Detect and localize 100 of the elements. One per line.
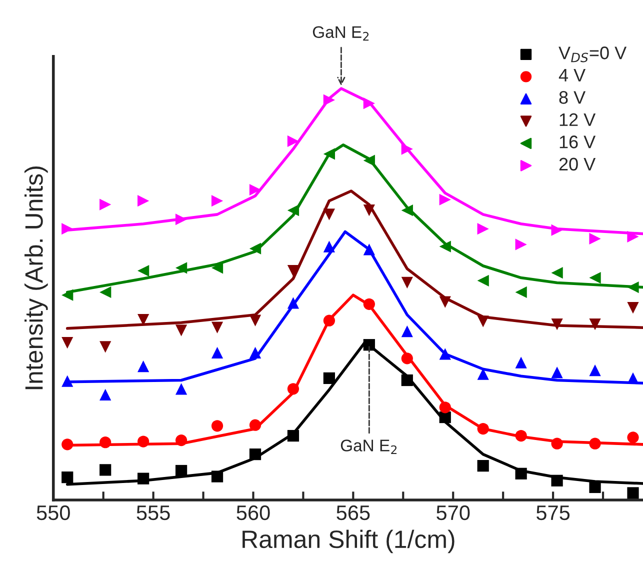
x-tick-label: 570: [436, 505, 470, 520]
legend-label: 8 V: [559, 91, 586, 104]
point: [515, 356, 527, 368]
point: [627, 302, 639, 314]
point: [323, 314, 336, 326]
point: [477, 223, 489, 235]
point: [363, 339, 375, 351]
point: [477, 460, 489, 472]
point: [439, 411, 451, 424]
point: [439, 194, 451, 206]
point: [589, 232, 601, 245]
point: [323, 148, 336, 160]
point: [62, 375, 74, 387]
point: [401, 276, 413, 289]
x-tick-label: 555: [136, 506, 170, 520]
point: [175, 383, 188, 395]
point: [401, 204, 413, 216]
point: [62, 336, 74, 349]
legend-label: 16 V: [560, 136, 596, 148]
point: [551, 267, 563, 279]
y-axis-title: Intensity (Arb. Units): [24, 166, 48, 390]
point: [138, 264, 150, 277]
point: [211, 346, 224, 358]
x-tick-label: 575: [536, 506, 570, 520]
x-tick-label: 565: [336, 505, 370, 520]
point: [323, 94, 336, 106]
point: [138, 195, 150, 207]
point: [627, 372, 639, 384]
point: [515, 430, 527, 442]
point: [439, 348, 451, 360]
point: [589, 481, 601, 494]
point: [138, 436, 150, 448]
point: [100, 388, 112, 400]
point: [323, 208, 336, 220]
point: [100, 286, 112, 298]
point: [589, 438, 601, 450]
point: [62, 223, 74, 235]
annotation: GaN E$_{2}$: [312, 26, 369, 41]
point: [589, 318, 601, 330]
point: [249, 242, 262, 254]
point: [138, 472, 150, 484]
point: [551, 438, 563, 450]
point: [627, 281, 639, 294]
point: [100, 464, 112, 476]
point: [100, 341, 112, 353]
legend-label: 4 V: [558, 69, 586, 82]
point: [401, 325, 413, 338]
x-tick-label: 560: [236, 505, 270, 520]
point: [363, 204, 375, 216]
point: [175, 434, 188, 446]
point: [287, 264, 300, 277]
point: [477, 274, 489, 286]
point: [211, 195, 224, 207]
point: [287, 383, 300, 395]
point: [589, 364, 601, 376]
point: [211, 420, 224, 432]
point: [363, 98, 375, 110]
point: [175, 214, 188, 226]
x-tick-label: 550: [36, 505, 70, 520]
legend-label: 12 V: [560, 113, 596, 126]
point: [62, 472, 74, 484]
point: [249, 314, 262, 326]
point: [439, 296, 451, 308]
point: [515, 238, 527, 250]
point: [100, 436, 112, 448]
point: [439, 402, 451, 414]
point: [627, 230, 639, 242]
legend-label: 20 V: [559, 158, 596, 171]
point: [323, 240, 336, 252]
point: [515, 286, 527, 298]
point: [363, 298, 375, 310]
point: [551, 474, 563, 486]
point: [211, 322, 224, 334]
point: [515, 468, 527, 480]
point: [211, 470, 224, 482]
annotation: GaN E$_{2}$: [340, 440, 397, 454]
point: [401, 374, 413, 386]
point: [175, 324, 188, 336]
point: [627, 487, 639, 499]
point: [551, 366, 563, 378]
point: [551, 318, 563, 330]
point: [551, 224, 563, 236]
point: [175, 262, 188, 274]
point: [249, 448, 262, 460]
point: [175, 464, 188, 477]
point: [287, 430, 300, 442]
point: [627, 432, 639, 444]
point: [287, 204, 300, 216]
point: [363, 154, 375, 166]
point: [62, 438, 74, 450]
point: [439, 240, 451, 252]
point: [249, 346, 262, 358]
point: [100, 198, 112, 210]
point: [363, 244, 375, 256]
point: [323, 372, 336, 384]
point: [138, 360, 150, 372]
point: [401, 352, 413, 364]
point: [477, 422, 489, 435]
point: [477, 316, 489, 328]
point: [589, 272, 601, 284]
